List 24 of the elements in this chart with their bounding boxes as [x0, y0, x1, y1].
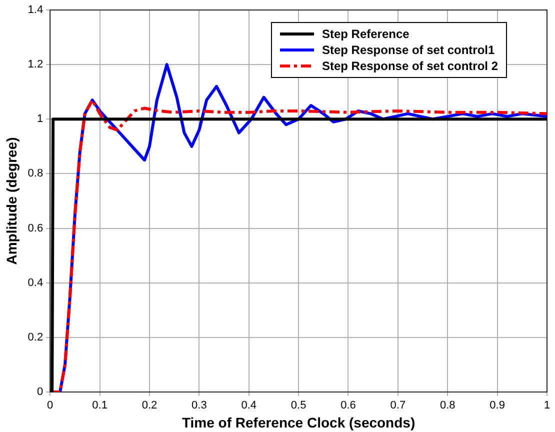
y-tick-label: 1.2	[28, 58, 44, 71]
x-tick-label: 0.8	[440, 400, 456, 412]
legend-label: Step Response of set control1	[322, 43, 495, 57]
y-axis-title: Amplitude (degree)	[3, 137, 20, 265]
x-tick-label: 0.5	[290, 400, 306, 412]
x-tick-label: 0.6	[340, 400, 356, 412]
y-tick-label: 1.4	[28, 4, 44, 16]
y-tick-label: 0.6	[28, 222, 44, 234]
x-tick-label: 0.7	[390, 400, 406, 412]
x-tick-label: 0.2	[142, 400, 158, 412]
y-tick-label: 0.4	[28, 276, 44, 289]
x-tick-label: 0.9	[490, 400, 505, 412]
y-tick-label: 0.2	[28, 331, 44, 344]
x-tick-label: 0.4	[241, 400, 257, 412]
x-tick-label: 0	[47, 400, 54, 412]
y-tick-label: 1	[36, 113, 44, 126]
x-tick-label: 1	[544, 400, 550, 412]
x-tick-label: 0.3	[192, 400, 207, 412]
x-tick-label: 0.1	[92, 400, 108, 412]
y-tick-label: 0.8	[28, 168, 44, 180]
legend-label: Step Reference	[322, 27, 410, 41]
y-tick-label: 0	[36, 386, 44, 398]
x-axis-title: Time of Reference Clock (seconds)	[182, 414, 416, 430]
legend-label: Step Response of set control 2	[322, 59, 498, 73]
